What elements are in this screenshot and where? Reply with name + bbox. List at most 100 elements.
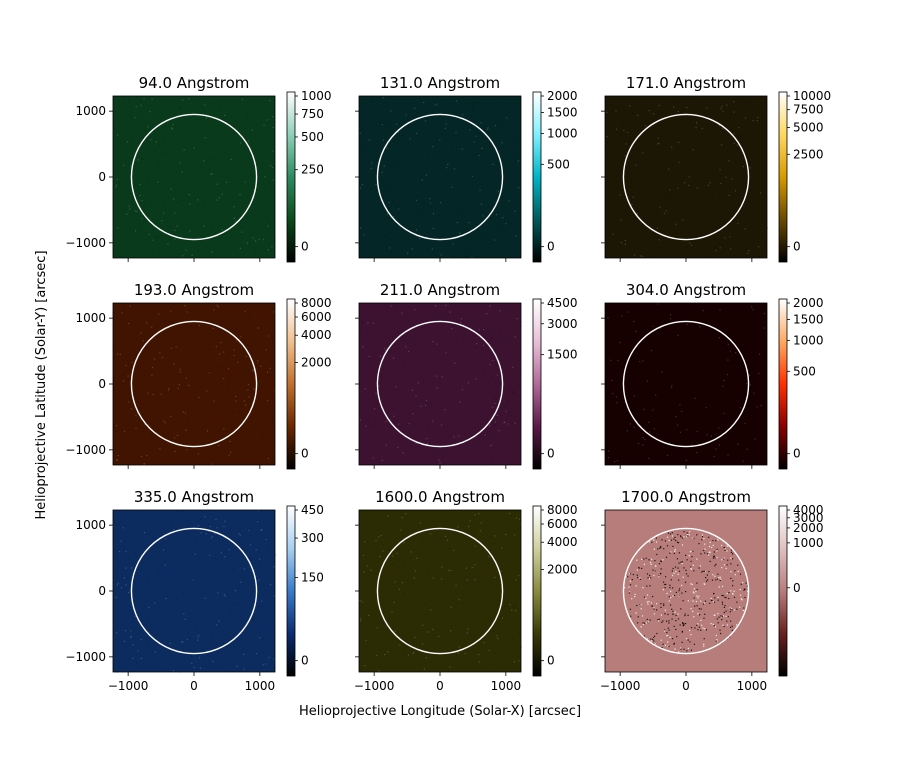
image-noise (359, 303, 522, 466)
colorbar-tick-label: 300 (301, 531, 324, 545)
colorbar-tick-label: 3000 (793, 511, 824, 525)
solar-image (605, 303, 767, 465)
solar-limb-circle (376, 527, 504, 655)
x-tick-label: 1000 (245, 679, 276, 693)
y-tick-label: −1000 (65, 650, 106, 664)
colorbar-tick-label: 0 (301, 654, 309, 668)
colorbar-tick-label: 6000 (301, 310, 332, 324)
x-tick-label: −1000 (354, 679, 395, 693)
colorbar-tick-label: 0 (547, 447, 555, 461)
y-tick-label: 1000 (75, 311, 106, 325)
colorbar-tick-label: 1000 (793, 536, 824, 550)
x-tick-label: −1000 (600, 679, 641, 693)
colorbar-tick-label: 1000 (301, 89, 332, 103)
colorbar-tick-label: 250 (301, 163, 324, 177)
colorbar-tick-label: 4500 (547, 296, 578, 310)
panel-6: 335.0 Angstrom −1000 0 1000 −1000 0 1000 0 150 30… (65, 488, 324, 693)
image-noise (114, 96, 276, 257)
colorbar-tick-label: 2000 (793, 296, 824, 310)
solar-image (359, 510, 521, 672)
panel-title: 211.0 Angstrom (380, 281, 500, 299)
panel-title: 335.0 Angstrom (134, 488, 254, 506)
colorbar (532, 91, 542, 263)
colorbar-tick-label: 1500 (793, 312, 824, 326)
colorbar-tick-label: 2000 (793, 521, 824, 535)
panel-title: 131.0 Angstrom (380, 74, 500, 92)
image-noise (605, 99, 768, 259)
solar-limb-circle (622, 113, 750, 241)
x-axis-label: Helioprojective Longitude (Solar-X) [arc… (299, 704, 581, 719)
colorbar-tick-label: 0 (793, 240, 801, 254)
y-tick-label: −1000 (65, 236, 106, 250)
panel-7: 1600.0 Angstrom −1000 0 1000 0 2000 4000 600080… (354, 488, 578, 693)
panel-4: 211.0 Angstrom 0 1500 3000 4500 (355, 281, 578, 470)
colorbar-tick-label: 5000 (793, 121, 824, 135)
panel-title: 1600.0 Angstrom (375, 488, 505, 506)
colorbar-tick-label: 500 (301, 130, 324, 144)
solar-limb-circle (376, 113, 504, 241)
colorbar-tick-label: 8000 (301, 296, 332, 310)
image-noise (605, 303, 767, 466)
colorbar (532, 298, 542, 470)
solar-image (113, 303, 275, 465)
image-noise (624, 531, 749, 653)
colorbar-tick-label: 0 (793, 581, 801, 595)
colorbar-tick-label: 2000 (547, 89, 578, 103)
image-noise (113, 510, 277, 673)
solar-image (359, 96, 521, 258)
solar-image (113, 96, 275, 258)
colorbar-tick-label: 6000 (547, 517, 578, 531)
solar-limb-circle (376, 320, 504, 448)
colorbar-tick-label: 500 (793, 364, 816, 378)
colorbar-tick-label: 750 (301, 107, 324, 121)
colorbar (532, 505, 542, 677)
colorbar-tick-label: 2000 (547, 563, 578, 577)
colorbar-tick-label: 4000 (301, 328, 332, 342)
colorbar-tick-label: 8000 (547, 503, 578, 517)
x-tick-label: 0 (682, 679, 690, 693)
colorbar-tick-label: 150 (301, 571, 324, 585)
solar-limb-circle (130, 113, 258, 241)
colorbar (778, 505, 788, 677)
y-tick-label: 0 (98, 170, 106, 184)
colorbar-tick-label: 0 (547, 654, 555, 668)
panels-grid: 94.0 Angstrom−10000100002505007501000131… (65, 74, 831, 693)
colorbar-tick-label: 2000 (301, 356, 332, 370)
colorbar-tick-label: 1500 (547, 105, 578, 119)
solar-image (359, 303, 521, 465)
x-tick-label: 0 (190, 679, 198, 693)
colorbar-tick-label: 450 (301, 503, 324, 517)
colorbar-tick-label: 4000 (547, 535, 578, 549)
colorbar-tick-label: 2500 (793, 147, 824, 161)
colorbar-tick-label: 1000 (793, 334, 824, 348)
panel-title: 1700.0 Angstrom (621, 488, 751, 506)
x-tick-label: 0 (436, 679, 444, 693)
colorbar (286, 298, 296, 470)
x-tick-label: −1000 (108, 679, 149, 693)
panel-0: 94.0 Angstrom −1000 0 1000 0 250 500 750 1000 (65, 74, 332, 263)
colorbar-tick-label: 0 (547, 240, 555, 254)
colorbar-tick-label: 10000 (793, 89, 831, 103)
solar-limb-circle (130, 527, 258, 655)
panel-title: 304.0 Angstrom (626, 281, 746, 299)
colorbar (778, 91, 788, 263)
panel-5: 304.0 Angstrom 0 500 1000 1500 2000 (601, 281, 824, 470)
y-axis-label: Helioprojective Latitude (Solar-Y) [arcs… (34, 250, 49, 519)
colorbar-tick-label: 1500 (547, 348, 578, 362)
colorbar-tick-label: 0 (301, 240, 309, 254)
y-tick-label: 0 (98, 377, 106, 391)
colorbar (286, 505, 296, 677)
y-tick-label: 0 (98, 584, 106, 598)
solar-limb-circle (130, 320, 258, 448)
colorbar (286, 91, 296, 263)
panel-1: 131.0 Angstrom 0 500 1000 1500 2000 (355, 74, 578, 263)
y-tick-label: −1000 (65, 443, 106, 457)
colorbar-tick-label: 500 (547, 157, 570, 171)
panel-title: 193.0 Angstrom (134, 281, 254, 299)
y-tick-label: 1000 (75, 104, 106, 118)
x-tick-label: 1000 (737, 679, 768, 693)
y-tick-label: 1000 (75, 518, 106, 532)
colorbar-tick-label: 4000 (793, 503, 824, 517)
